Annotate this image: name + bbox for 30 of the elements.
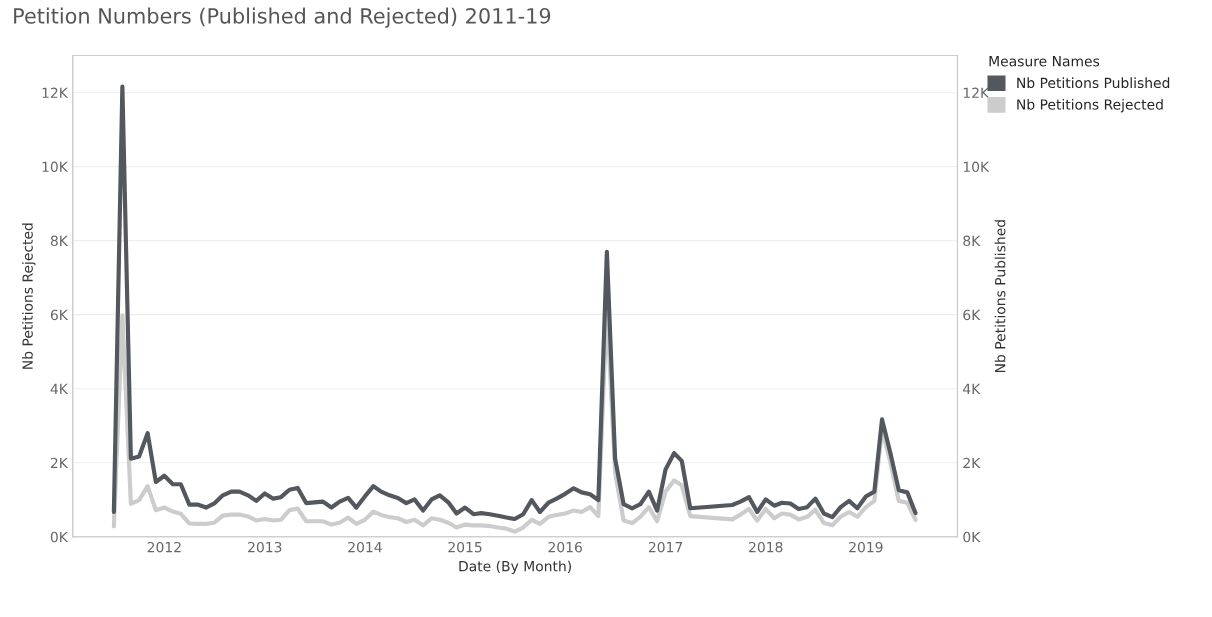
legend-label: Nb Petitions Rejected [1017, 98, 1163, 113]
y2-tick-label: 12K [963, 87, 990, 98]
legend-label: Nb Petitions Published [1017, 77, 1170, 89]
y2-tick-label: 6K [963, 309, 981, 321]
y-axis-title: Nb Petitions Rejected [22, 223, 36, 369]
y2-tick-label: 2K [963, 457, 981, 469]
chart-title: Petition Numbers (Published and Rejected) 2011-19 [14, 7, 551, 28]
y2-axis-title: Nb Petitions Published [994, 220, 1006, 373]
x-tick-label: 2018 [749, 541, 783, 553]
y-tick-label: 8K [50, 235, 69, 247]
y-tick-label: 4K [50, 383, 69, 394]
x-tick-label: 2016 [548, 541, 582, 553]
line-series [111, 84, 918, 522]
y2-tick-label: 4K [963, 383, 981, 394]
x-tick-label: 2013 [248, 541, 282, 553]
legend-title: Measure Names [989, 56, 1100, 67]
y2-tick-label: 10K [963, 161, 990, 173]
y-tick-label: 10K [42, 161, 69, 173]
x-axis-title: Date (By Month) [459, 560, 571, 575]
y2-tick-label: 0K [963, 531, 981, 543]
y-tick-label: 0K [50, 531, 69, 543]
y-tick-label: 12K [42, 87, 69, 98]
x-tick-label: 2019 [849, 541, 883, 553]
x-tick-label: 2014 [348, 541, 382, 553]
x-tick-label: 2012 [147, 541, 181, 553]
y2-tick-label: 8K [963, 235, 981, 247]
x-tick-label: 2017 [648, 541, 683, 553]
x-tick-label: 2015 [448, 541, 482, 553]
y-tick-label: 2K [50, 457, 69, 469]
y-tick-label: 6K [50, 309, 69, 321]
